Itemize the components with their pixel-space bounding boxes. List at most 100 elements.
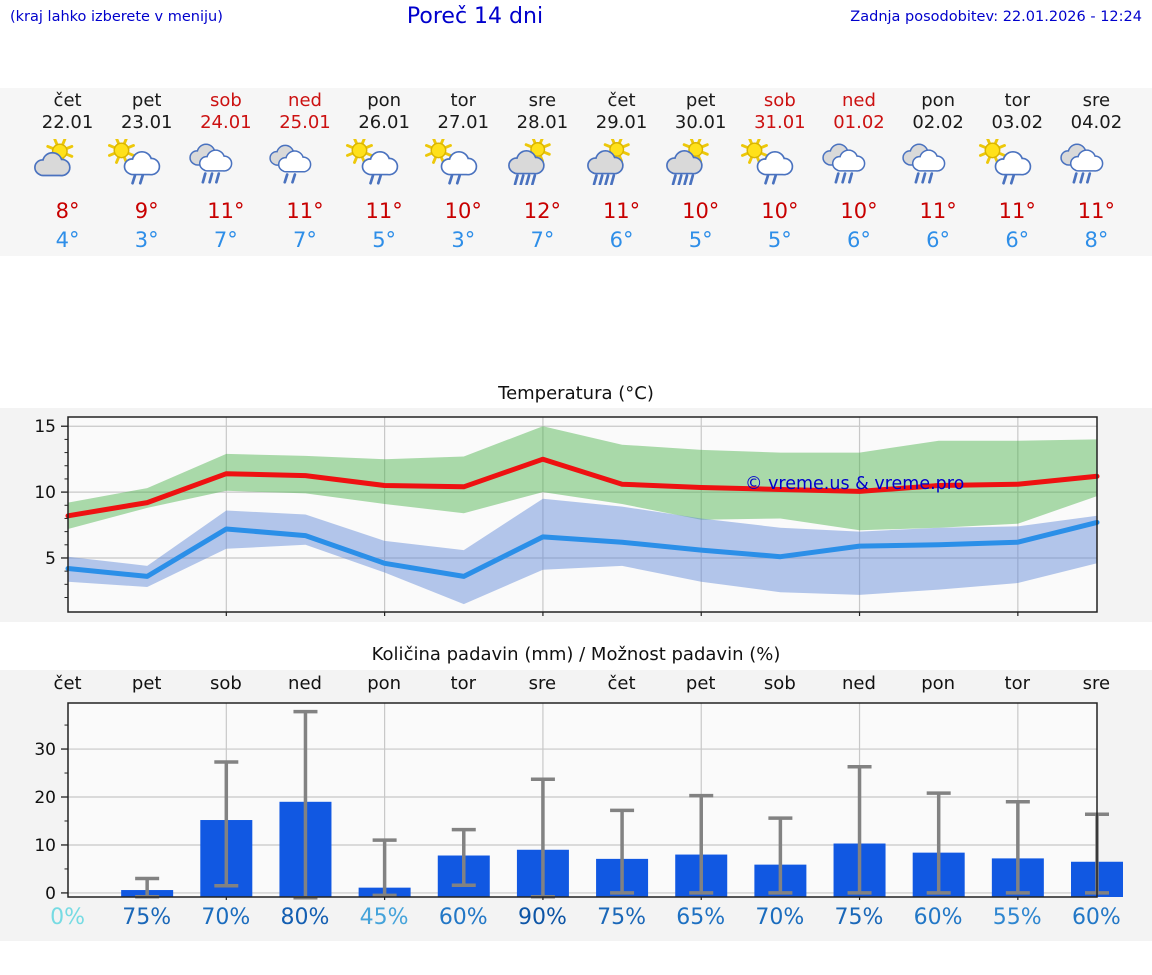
weather-icon-wrap [661,134,740,195]
high-temp: 10° [682,199,720,223]
high-temp: 11° [998,199,1036,223]
high-temp: 11° [602,199,641,223]
precip-day-label: pet [685,673,716,694]
weather-icon-wrap [899,134,978,195]
weather-icon-wrap [1057,134,1136,195]
day-date: 01.02 [833,112,885,133]
pop-value: 75% [597,905,646,930]
pop-value: 75% [122,905,172,930]
day-name: čet [607,90,636,111]
precip-day-label: tor [1004,673,1030,694]
high-temp: 11° [207,199,245,223]
sun-cloud-rain-icon [741,139,794,185]
low-temp: 4° [55,228,80,252]
pop-value: 0% [50,905,86,930]
last-updated-text: Zadnja posodobitev: 22.01.2026 - 12:24 [850,9,1142,25]
day-name: sre [528,90,557,111]
pop-value: 75% [834,905,884,930]
pop-value: 60% [438,905,488,930]
plot-border [67,702,1098,898]
weather-icon-wrap [424,134,503,195]
pop-value: 55% [992,905,1042,930]
forecast-day: pon 02.02 11° 6° [899,90,978,256]
precip-day-label: sre [1082,673,1111,694]
weather-icon-wrap [345,134,424,195]
menu-hint-text: (kraj lahko izberete v meniju) [10,9,223,25]
y-tick-label: 10 [34,483,56,503]
pop-value: 90% [517,905,567,930]
day-date: 29.01 [595,112,648,133]
low-temp: 7° [213,228,238,252]
weather-icon-wrap [28,134,107,195]
plot-background [68,417,1097,612]
high-temp: 11° [919,199,957,223]
day-name: pon [367,90,402,111]
forecast-day: tor 03.02 11° 6° [978,90,1057,256]
day-date: 27.01 [437,112,490,133]
day-name: sob [763,90,796,111]
y-tick-label: 15 [34,417,56,437]
day-name: ned [288,90,322,111]
forecast-day: pon 26.01 11° 5° [345,90,424,256]
min-temp-line [65,519,1100,579]
pop-value: 70% [755,905,805,930]
weather-icon-wrap [740,134,819,195]
forecast-day-strip: čet 22.01 8° 4° pet 23.01 9° 3° sob 24.01 11° 7° ned… [0,88,1152,256]
forecast-day: pet 23.01 9° 3° [107,90,186,256]
precip-day-label: ned [288,673,322,694]
watermark-link[interactable]: © vreme.us & vreme.pro [745,474,965,494]
high-temp: 12° [523,199,562,223]
y-tick-label: 30 [34,740,56,760]
day-date: 03.02 [991,112,1044,133]
forecast-day: čet 29.01 11° 6° [582,90,661,256]
precip-day-label: pet [131,673,162,694]
day-date: 31.01 [754,112,806,133]
pop-value: 45% [359,905,409,930]
day-name: ned [842,90,876,111]
forecast-day: ned 01.02 10° 6° [819,90,898,256]
day-date: 28.01 [516,112,569,133]
precipitation-probability-row: 0% 75% 70% 80% 45% 60% 90% 75% 65% 70% 75% 60% 55% 60… [0,901,1152,935]
precip-day-label: čet [607,673,636,694]
weather-icon-wrap [978,134,1057,195]
low-temp: 5° [688,228,713,252]
high-temp: 11° [286,199,324,223]
high-temp: 11° [365,199,403,223]
day-name: pon [921,90,956,111]
cloud-rain-icon [189,143,233,184]
day-date: 23.01 [120,112,173,133]
y-tick-label: 5 [45,549,56,569]
temperature-figure: 5 10 15 © vreme.us & vreme.pro [0,408,1152,622]
cloud-rain-light-icon [269,144,312,184]
precip-day-label: tor [450,673,477,694]
sun-cloud-rain-icon [978,139,1031,185]
uncertainty-band [68,426,1097,531]
precip-day-label: pon [367,673,402,694]
sun-cloud-rain-heavy-icon [587,139,630,185]
day-date: 04.02 [1070,112,1123,133]
pop-value: 60% [913,905,963,930]
precip-day-label: sre [528,673,557,694]
sun-cloud-rain-heavy-icon [666,139,709,185]
day-date: 25.01 [279,112,331,133]
low-temp: 5° [767,228,792,252]
weather-icon-wrap [503,134,582,195]
forecast-day: sre 04.02 11° 8° [1057,90,1136,256]
precipitation-day-labels: čet pet sob ned pon tor sre čet pet sob ned pon tor s… [0,673,1152,694]
low-temp: 8° [1084,228,1109,252]
forecast-day: tor 27.01 10° 3° [424,90,503,256]
weather-icon-wrap [582,134,661,195]
low-temp: 3° [451,228,476,252]
sun-cloud-rain-icon [108,139,161,185]
high-temp: 8° [55,199,80,223]
precip-day-label: čet [53,673,82,694]
uncertainty-band [68,498,1097,605]
day-name: tor [1004,90,1030,111]
day-date: 24.01 [200,112,252,133]
precipitation-chart-title: Količina padavin (mm) / Možnost padavin … [371,644,781,665]
day-name: čet [53,90,82,111]
precip-day-label: pon [921,673,956,694]
low-temp: 6° [926,228,951,252]
low-temp: 6° [1005,228,1030,252]
